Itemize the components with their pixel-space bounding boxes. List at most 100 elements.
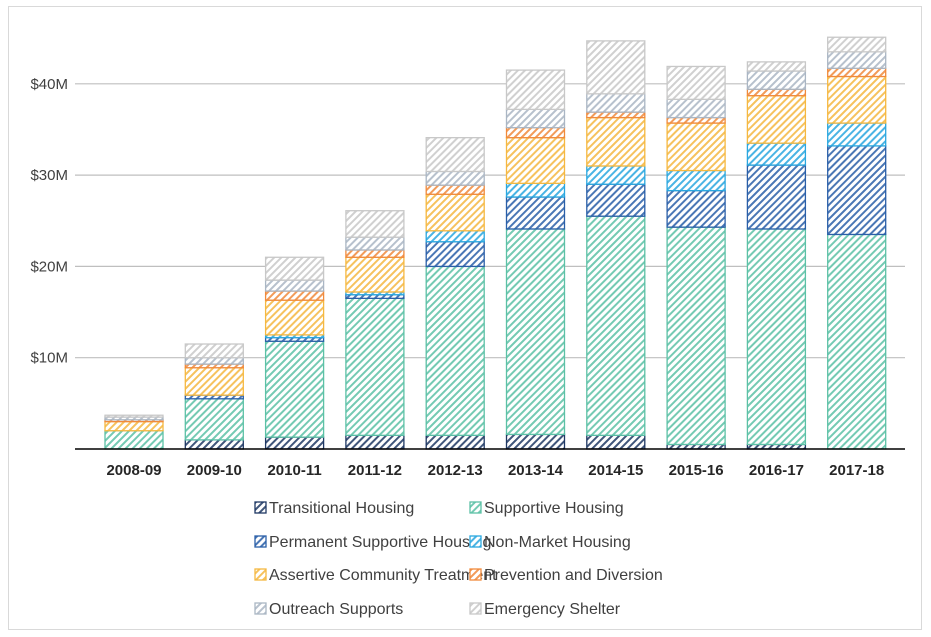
legend-swatch: [469, 535, 482, 548]
bar-permanent-supportive-housing-2017-18: [827, 145, 887, 236]
x-tick-label: 2011-12: [348, 462, 402, 479]
bar-transitional-housing-2014-15: [586, 434, 646, 450]
bar-assertive-community-treatment-2016-17: [746, 95, 807, 144]
bar-outreach-supports-2011-12: [345, 236, 405, 251]
x-tick-label: 2015-16: [669, 462, 724, 479]
bar-outreach-supports-2014-15: [586, 93, 646, 113]
bar-non-market-housing-2017-18: [827, 122, 887, 147]
bar-transitional-housing-2013-14: [505, 433, 566, 450]
bar-assertive-community-treatment-2015-16: [666, 122, 726, 172]
bar-transitional-housing-2010-11: [264, 436, 325, 450]
bar-prevention-and-diversion-2017-18: [827, 67, 887, 78]
bar-non-market-housing-2014-15: [586, 165, 646, 185]
bar-outreach-supports-2016-17: [746, 70, 807, 90]
legend-swatch: [469, 501, 482, 514]
legend-item-transitional-housing: Transitional Housing: [254, 500, 414, 517]
legend-swatch: [254, 535, 267, 548]
bar-supportive-housing-2011-12: [345, 297, 405, 436]
y-tick-label: $40M: [30, 76, 68, 93]
bar-emergency-shelter-2014-15: [586, 40, 646, 95]
bar-non-market-housing-2016-17: [746, 142, 807, 166]
legend-item-assertive-community-treatment: Assertive Community Treatment: [254, 567, 497, 584]
legend-item-outreach-supports: Outreach Supports: [254, 601, 403, 618]
bar-transitional-housing-2012-13: [425, 434, 485, 450]
x-tick-label: 2012-13: [428, 462, 483, 479]
legend-label: Prevention and Diversion: [484, 567, 663, 584]
legend-swatch: [469, 602, 482, 615]
bar-supportive-housing-2012-13: [425, 265, 485, 436]
legend-swatch: [254, 602, 267, 615]
bar-emergency-shelter-2010-11: [264, 256, 325, 281]
bar-supportive-housing-2008-09: [104, 430, 164, 450]
bar-supportive-housing-2017-18: [827, 233, 887, 450]
legend-swatch: [469, 568, 482, 581]
legend-item-permanent-supportive-housing: Permanent Supportive Housing: [254, 534, 491, 551]
x-axis-labels: 2008-09 2009-10 2010-11 2011-12 2012-13 2013-…: [106, 462, 884, 479]
y-tick-label: $20M: [30, 258, 68, 275]
bar-transitional-housing-2011-12: [345, 434, 405, 450]
bar-permanent-supportive-housing-2014-15: [586, 183, 646, 217]
bar-prevention-and-diversion-2012-13: [425, 184, 485, 195]
y-tick-label: $10M: [30, 350, 68, 367]
legend-label: Permanent Supportive Housing: [269, 534, 491, 551]
bar-non-market-housing-2013-14: [505, 182, 566, 198]
legend-label: Non-Market Housing: [484, 534, 631, 551]
bar-outreach-supports-2017-18: [827, 51, 887, 69]
legend-item-prevention-and-diversion: Prevention and Diversion: [469, 567, 663, 584]
bar-prevention-and-diversion-2013-14: [505, 126, 566, 139]
bar-emergency-shelter-2009-10: [184, 343, 244, 359]
legend-item-emergency-shelter: Emergency Shelter: [469, 601, 621, 618]
bar-permanent-supportive-housing-2013-14: [505, 196, 566, 230]
bar-prevention-and-diversion-2010-11: [264, 290, 325, 301]
legend-swatch: [254, 568, 267, 581]
legend-swatch: [254, 501, 267, 514]
bar-assertive-community-treatment-2008-09: [104, 420, 164, 432]
bar-supportive-housing-2010-11: [264, 340, 325, 438]
bar-non-market-housing-2012-13: [425, 230, 485, 243]
bar-permanent-supportive-housing-2015-16: [666, 189, 726, 228]
bar-supportive-housing-2015-16: [666, 226, 726, 446]
bar-supportive-housing-2009-10: [184, 398, 244, 441]
bar-prevention-and-diversion-2015-16: [666, 116, 726, 124]
y-tick-label: $30M: [30, 167, 68, 184]
bar-assertive-community-treatment-2012-13: [425, 193, 485, 232]
bar-permanent-supportive-housing-2016-17: [746, 164, 807, 230]
bar-assertive-community-treatment-2009-10: [184, 367, 244, 396]
bar-emergency-shelter-2013-14: [505, 69, 566, 111]
bar-assertive-community-treatment-2017-18: [827, 75, 887, 124]
bar-supportive-housing-2013-14: [505, 228, 566, 436]
legend-label: Emergency Shelter: [484, 601, 621, 618]
bar-outreach-supports-2010-11: [264, 279, 325, 292]
legend-label: Supportive Housing: [484, 500, 624, 517]
bar-outreach-supports-2013-14: [505, 108, 566, 129]
bar-emergency-shelter-2008-09: [104, 414, 164, 418]
bar-assertive-community-treatment-2013-14: [505, 137, 566, 184]
x-tick-label: 2014-15: [588, 462, 643, 479]
bar-supportive-housing-2014-15: [586, 215, 646, 436]
bar-assertive-community-treatment-2014-15: [586, 116, 646, 167]
bar-prevention-and-diversion-2014-15: [586, 111, 646, 119]
legend: Transitional Housing Supportive Housing Pe…: [254, 500, 663, 618]
bar-emergency-shelter-2017-18: [827, 36, 887, 53]
x-tick-label: 2008-09: [106, 462, 161, 479]
legend-item-non-market-housing: Non-Market Housing: [469, 534, 631, 551]
x-tick-label: 2017-18: [829, 462, 884, 479]
bar-outreach-supports-2012-13: [425, 170, 485, 186]
x-tick-label: 2010-11: [267, 462, 321, 479]
bar-assertive-community-treatment-2011-12: [345, 256, 405, 293]
bar-prevention-and-diversion-2011-12: [345, 249, 405, 258]
bar-outreach-supports-2009-10: [184, 357, 244, 365]
bar-emergency-shelter-2016-17: [746, 61, 807, 72]
bar-transitional-housing-2009-10: [184, 439, 244, 450]
legend-label: Outreach Supports: [269, 601, 403, 618]
x-tick-label: 2016-17: [749, 462, 804, 479]
bar-non-market-housing-2015-16: [666, 169, 726, 192]
bar-assertive-community-treatment-2010-11: [264, 299, 325, 336]
bar-emergency-shelter-2011-12: [345, 210, 405, 238]
y-axis-labels: $10M $20M $30M $40M: [30, 76, 68, 367]
bar-outreach-supports-2015-16: [666, 98, 726, 119]
x-tick-label: 2009-10: [187, 462, 242, 479]
x-tick-label: 2013-14: [508, 462, 564, 479]
bar-emergency-shelter-2012-13: [425, 137, 485, 173]
